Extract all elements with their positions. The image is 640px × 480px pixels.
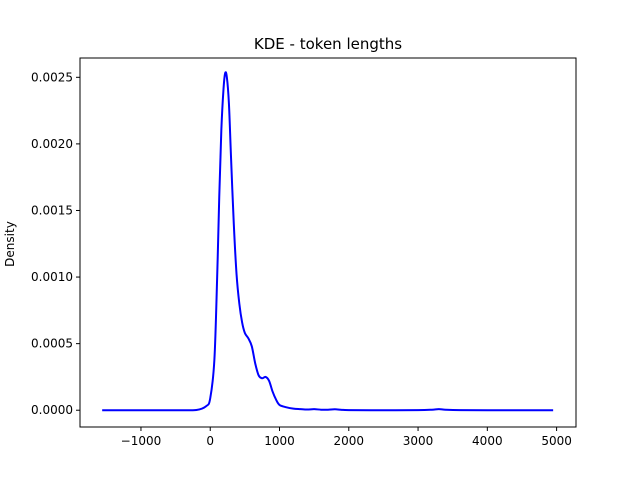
x-tick-label: 5000 xyxy=(541,434,572,448)
y-axis-label: Density xyxy=(3,221,17,267)
y-tick-label: 0.0025 xyxy=(31,70,73,84)
axes-frame xyxy=(79,57,577,428)
x-tick-label: 2000 xyxy=(334,434,365,448)
kde-density-line xyxy=(102,71,554,412)
plot-area xyxy=(102,71,554,412)
y-tick-label: 0.0000 xyxy=(31,403,73,417)
y-tick-label: 0.0020 xyxy=(31,137,73,151)
y-tick-label: 0.0005 xyxy=(31,337,73,351)
x-tick-label: 0 xyxy=(206,434,214,448)
x-axis: −1000 0 1000 2000 3000 4000 5000 xyxy=(121,427,572,448)
x-tick-label: 4000 xyxy=(472,434,503,448)
y-axis: 0.0000 0.0005 0.0010 0.0015 0.0020 0.0025 xyxy=(31,70,80,417)
x-tick-label: 3000 xyxy=(403,434,434,448)
y-tick-label: 0.0010 xyxy=(31,270,73,284)
x-tick-label: 1000 xyxy=(264,434,295,448)
chart-title: KDE - token lengths xyxy=(254,35,402,53)
y-tick-label: 0.0015 xyxy=(31,203,73,217)
x-tick-label: −1000 xyxy=(121,434,162,448)
